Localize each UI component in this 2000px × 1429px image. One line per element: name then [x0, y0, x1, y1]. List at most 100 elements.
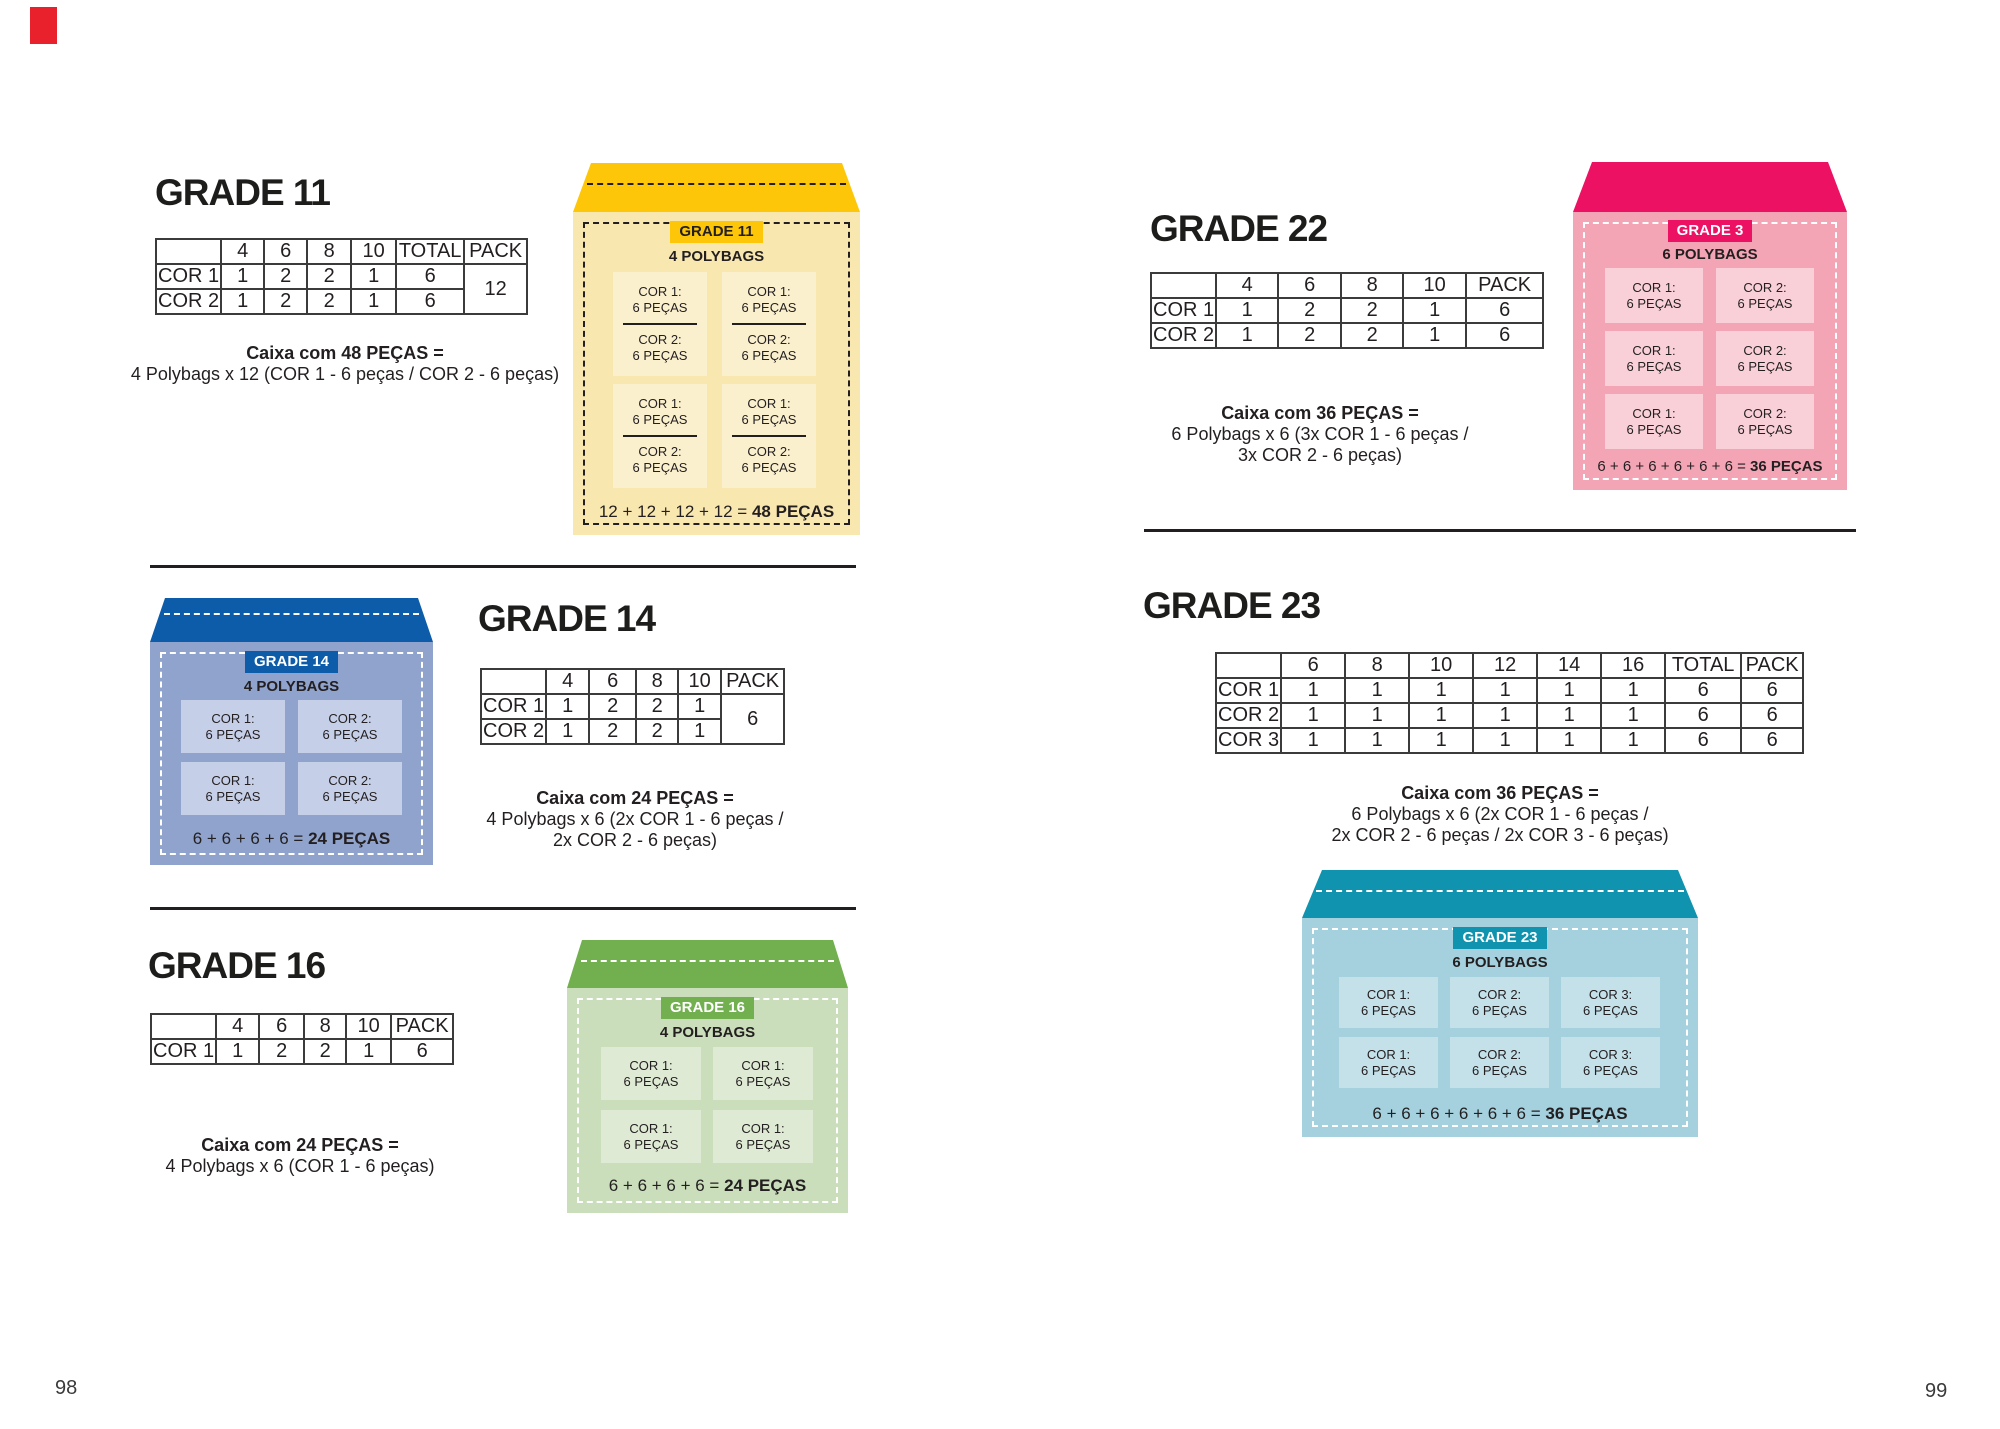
grade23-caption-heading: Caixa com 36 PEÇAS =	[1401, 783, 1599, 803]
sum-prefix: 12 + 12 + 12 + 12 =	[598, 502, 752, 521]
grade11-caption: Caixa com 48 PEÇAS = 4 Polybags x 12 (CO…	[120, 343, 570, 385]
grade16-box-sum: 6 + 6 + 6 + 6 = 24 PEÇAS	[567, 1176, 848, 1196]
grade16-header-cell: 10	[345, 1013, 393, 1040]
grade16-value-cell: 6	[390, 1038, 455, 1065]
grade23-header-cell: TOTAL	[1664, 652, 1743, 679]
polybag-cor: COR 1:	[629, 1120, 673, 1136]
grade11-box-cells: COR 1: 6 PEÇAS COR 2: 6 PEÇAS COR 1: 6 PEÇA…	[613, 272, 816, 488]
polybag-cor: COR 2:	[1743, 405, 1787, 421]
sum-total: 48 PEÇAS	[751, 502, 835, 521]
grade22-header-cell: 4	[1215, 272, 1280, 299]
grade14-header-cell: 4	[545, 668, 591, 695]
grade11-value-cell: 2	[306, 263, 353, 290]
polybag-cell: COR 1: 6 PEÇAS	[1339, 1037, 1438, 1088]
grade11-box-label: GRADE 11	[670, 221, 763, 243]
polybag-qty: 6 PEÇAS	[1737, 358, 1793, 374]
polybag-qty: 6 PEÇAS	[741, 300, 797, 315]
polybag-cell: COR 2: 6 PEÇAS	[1450, 977, 1549, 1028]
grade23-caption-line: 2x COR 2 - 6 peças / 2x COR 3 - 6 peças)	[1331, 825, 1669, 845]
grade23-value-cell: 6	[1740, 727, 1805, 754]
polybag-cell: COR 3: 6 PEÇAS	[1561, 1037, 1660, 1088]
left-page-number: 98	[55, 1377, 78, 1399]
grade23-header-cell	[1214, 652, 1283, 679]
grade23-header-cell: PACK	[1740, 652, 1805, 679]
grade11-box-fold-line	[587, 183, 846, 185]
polybag-qty: 6 PEÇAS	[1361, 1062, 1416, 1078]
polybag-cell: COR 1: 6 PEÇAS COR 2: 6 PEÇAS	[722, 384, 816, 488]
grade11-value-cell: 6	[395, 288, 466, 315]
grade14-value-cell: 2	[588, 693, 638, 720]
grade23-header-cell: 8	[1344, 652, 1411, 679]
grade14-row-label: COR 1	[479, 693, 548, 720]
grade22-value-cell: 2	[1340, 297, 1405, 324]
grade16-value-cell: 1	[345, 1038, 393, 1065]
grade16-box-cells: COR 1: 6 PEÇAS COR 1: 6 PEÇAS COR 1: 6 PEÇA…	[601, 1047, 813, 1163]
polybag-cor: COR 2:	[747, 332, 791, 347]
grade22-row-cor2: COR 2 1 2 2 1 6	[1149, 322, 1545, 349]
sum-total: 36 PEÇAS	[1750, 458, 1823, 475]
grade22-box-cells: COR 1: 6 PEÇAS COR 2: 6 PEÇAS COR 1: 6 PEÇA…	[1605, 268, 1814, 449]
grade11-title: GRADE 11	[155, 172, 331, 213]
grade23-box-subtitle: 6 POLYBAGS	[1452, 954, 1548, 971]
polybag-cell: COR 1: 6 PEÇAS COR 2: 6 PEÇAS	[722, 272, 816, 376]
polybag-cor: COR 2:	[1477, 1046, 1522, 1062]
grade11-box-flap	[573, 163, 860, 212]
polybag-qty: 6 PEÇAS	[735, 1136, 791, 1152]
grade22-table: 4 6 8 10 PACK COR 1 1 2 2 1 6 COR 2 1 2 …	[1149, 272, 1545, 349]
grade16-box-subtitle: 4 POLYBAGS	[659, 1024, 756, 1041]
grade14-header-cell: 8	[635, 668, 680, 695]
polybag-qty: 6 PEÇAS	[1472, 1002, 1527, 1018]
polybag-cor: COR 1:	[211, 772, 255, 788]
grade11-value-cell: 2	[306, 288, 353, 315]
polybag-divider	[732, 435, 806, 437]
grade14-title: GRADE 14	[478, 598, 656, 639]
grade14-box-label: GRADE 14	[244, 651, 339, 673]
grade22-value-cell: 1	[1402, 297, 1468, 324]
polybag-qty: 6 PEÇAS	[632, 412, 688, 427]
grade11-value-cell: 1	[220, 288, 266, 315]
grade14-header-cell: 10	[677, 668, 723, 695]
grade14-box-body: GRADE 14 4 POLYBAGS COR 1: 6 PEÇAS COR 2:…	[150, 642, 433, 865]
grade11-box-subtitle: 4 POLYBAGS	[668, 248, 765, 265]
grade23-value-cell: 6	[1664, 702, 1743, 729]
polybag-qty: 6 PEÇAS	[623, 1073, 679, 1089]
page-corner-red-tab	[30, 7, 57, 44]
grade23-row-label: COR 1	[1214, 677, 1283, 704]
grade22-header-cell: PACK	[1465, 272, 1545, 299]
polybag-divider	[623, 435, 697, 437]
polybag-cor: COR 1:	[747, 284, 791, 299]
grade16-header-cell: 8	[303, 1013, 348, 1040]
grade23-value-cell: 1	[1408, 727, 1475, 754]
polybag-cor: COR 1:	[741, 1057, 785, 1073]
grade23-box-sum: 6 + 6 + 6 + 6 + 6 + 6 = 36 PEÇAS	[1302, 1104, 1698, 1124]
grade23-caption: Caixa com 36 PEÇAS = 6 Polybags x 6 (2x …	[1190, 783, 1810, 846]
grade23-header-cell: 14	[1536, 652, 1603, 679]
grade22-box-flap	[1573, 162, 1847, 212]
polybag-qty: 6 PEÇAS	[741, 412, 797, 427]
sum-prefix: 6 + 6 + 6 + 6 + 6 + 6 =	[1372, 1104, 1546, 1123]
grade11-value-cell: 2	[263, 263, 309, 290]
polybag-cor: COR 2:	[638, 332, 682, 347]
grade16-header-cell: 6	[258, 1013, 306, 1040]
grade22-value-cell: 1	[1215, 297, 1280, 324]
grade14-value-cell: 2	[588, 718, 638, 745]
grade23-row-cor3: COR 3 1 1 1 1 1 1 6 6	[1214, 727, 1805, 754]
grade23-value-cell: 1	[1408, 702, 1475, 729]
polybag-qty: 6 PEÇAS	[632, 348, 688, 363]
polybag-cor: COR 1:	[211, 710, 255, 726]
grade14-pack-value: 6	[720, 693, 786, 745]
grade22-row-label: COR 1	[1149, 297, 1218, 324]
grade11-row-cor2: COR 2 1 2 2 1 6	[154, 288, 527, 315]
grade23-value-cell: 1	[1472, 702, 1539, 729]
polybag-cor: COR 1:	[747, 396, 791, 411]
grade11-header-row: 4 6 8 10 TOTAL PACK	[154, 238, 529, 265]
grade11-value-cell: 2	[263, 288, 309, 315]
grade14-value-cell: 1	[545, 718, 591, 745]
sum-total: 24 PEÇAS	[724, 1176, 807, 1195]
grade14-row-cor2: COR 2 1 2 2 1	[479, 718, 784, 745]
grade14-caption-line: 4 Polybags x 6 (2x COR 1 - 6 peças /	[486, 809, 784, 829]
grade11-header-cell	[154, 238, 223, 265]
grade22-value-cell: 6	[1465, 322, 1545, 349]
polybag-qty: 6 PEÇAS	[1361, 1002, 1416, 1018]
grade22-box: GRADE 3 6 POLYBAGS COR 1: 6 PEÇAS COR 2: 6…	[1573, 162, 1847, 490]
